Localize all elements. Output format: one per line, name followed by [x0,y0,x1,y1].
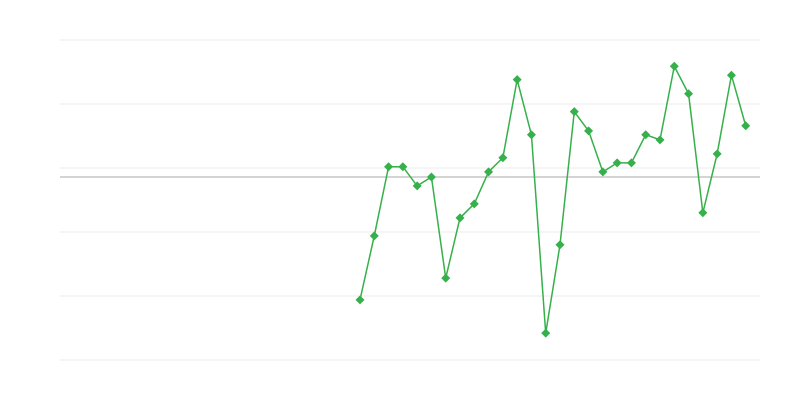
data-point [412,181,422,191]
data-point [369,231,379,241]
data-point [684,89,694,99]
data-point [712,149,722,159]
data-point [512,75,522,85]
data-point [426,172,436,182]
data-point [555,240,565,250]
data-point [569,107,579,117]
data-point [612,158,622,168]
data-point [526,130,536,140]
data-point [355,295,365,305]
data-point [541,328,551,338]
gridlines [60,39,760,361]
data-point [384,162,394,172]
data-point [584,126,594,136]
data-point [498,153,508,163]
data-point [469,199,479,209]
series-line [359,63,747,334]
data-point [669,61,679,71]
data-point [441,273,451,283]
data-point [626,158,636,168]
data-point [726,70,736,80]
data-point [655,135,665,145]
data-point [455,213,465,223]
data-point [484,167,494,177]
data-point [598,167,608,177]
series-markers [355,61,751,338]
data-point [398,162,408,172]
data-point [741,121,751,131]
data-point [641,130,651,140]
data-point [698,208,708,218]
